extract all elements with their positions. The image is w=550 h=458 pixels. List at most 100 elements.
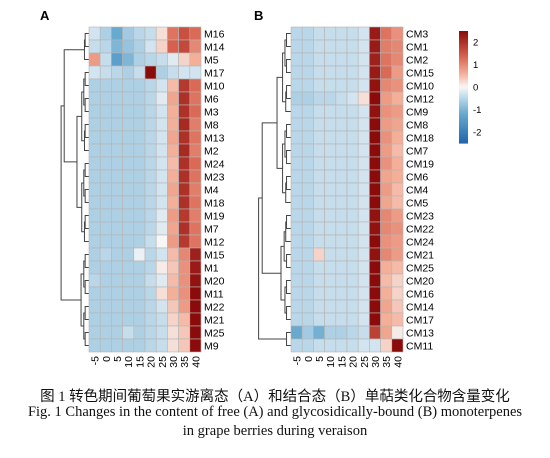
panel-b-cell-CM25-10	[324, 260, 337, 275]
panel-a-cell-M15-5	[111, 247, 123, 262]
panel-a-cell-M20-25	[155, 273, 168, 288]
panel-b-cell-CM17-25	[357, 312, 370, 327]
panel-a-cell-M4-35	[178, 182, 191, 197]
panel-a-cell-M18-35	[178, 195, 191, 210]
panel-b-cell-CM20-20	[346, 273, 359, 288]
panel-a-cell-M25-35	[178, 325, 191, 340]
colorbar-segment	[459, 73, 468, 77]
panel-a-row-label-M17: M17	[204, 68, 225, 80]
panel-a-cell-M15-35	[178, 247, 191, 262]
panel-a-cell-M22-20	[144, 299, 157, 314]
colorbar-segment	[459, 107, 468, 110]
panel-a-cell-M25--5	[88, 325, 101, 340]
panel-a-cell-M24-5	[111, 156, 123, 171]
panel-a-cell-M10-20	[144, 78, 157, 93]
panel-b-cell-CM13-35	[380, 325, 393, 340]
panel-b-cell-CM2-25	[357, 52, 370, 67]
panel-a-cell-M10-10	[122, 78, 135, 93]
panel-a-cell-M2-20	[144, 143, 157, 158]
panel-b-cell-CM6--5	[290, 169, 303, 184]
panel-a-cell-M19-40	[189, 208, 202, 223]
panel-a-cell-M16-25	[155, 26, 168, 41]
panel-a-cell-M25-5	[111, 325, 123, 340]
panel-b-cell-CM24-40	[391, 234, 404, 249]
panel-a-row-label-M11: M11	[204, 289, 224, 301]
panel-b-cell-CM1-0	[301, 39, 314, 54]
panel-a-cell-M7-5	[111, 221, 123, 236]
colorbar-segment	[459, 72, 468, 75]
panel-a-cell-M14-15	[133, 39, 146, 54]
panel-b-cell-CM19--5	[290, 156, 303, 171]
panel-b-row-label-CM2: CM2	[406, 55, 428, 67]
panel-b-cell-CM8-30	[369, 117, 381, 132]
panel-b-cell-CM22-25	[357, 221, 370, 236]
colorbar-segment	[459, 77, 468, 81]
colorbar-segment	[459, 124, 468, 127]
panel-a-row-label-M2: M2	[204, 146, 219, 158]
panel-a-cell-M6-20	[144, 91, 157, 106]
colorbar-segment	[459, 113, 468, 116]
panel-a-col-label-10: 10	[123, 356, 135, 368]
panel-a-cell-M11-0	[99, 286, 112, 301]
panel-b-cell-CM10-5	[313, 78, 325, 93]
panel-b-cell-CM14-35	[380, 299, 393, 314]
panel-b-cell-CM24-25	[357, 234, 370, 249]
colorbar-segment	[459, 59, 468, 62]
colorbar-segment	[459, 137, 468, 140]
panel-a-cell-M6-25	[155, 91, 168, 106]
panel-a-col-label-35: 35	[179, 356, 191, 368]
panel-a-cell-M18-20	[144, 195, 157, 210]
panel-b-cell-CM25-25	[357, 260, 370, 275]
panel-b-cell-CM20-0	[301, 273, 314, 288]
panel-a-cell-M17-10	[122, 65, 135, 80]
panel-b-cell-CM11-10	[324, 338, 337, 353]
panel-a-cell-M16-20	[144, 26, 157, 41]
panel-a-cell-M5-15	[133, 52, 146, 67]
panel-b-cell-CM12-0	[301, 91, 314, 106]
panel-a-cell-M5-30	[167, 52, 179, 67]
panel-a-cell-M17-5	[111, 65, 123, 80]
panel-a-cell-M9-30	[167, 338, 179, 353]
panel-a-cell-M12-15	[133, 234, 146, 249]
panel-b-cell-CM3-20	[346, 26, 359, 41]
panel-b-cell-CM17-35	[380, 312, 393, 327]
panel-a-cell-M12-5	[111, 234, 123, 249]
panel-b-cell-CM7-15	[335, 143, 348, 158]
panel-b-cell-CM14-20	[346, 299, 359, 314]
panel-a-cell-M1-10	[122, 260, 135, 275]
panel-b-cell-CM14-15	[335, 299, 348, 314]
panel-a-cell-M5-20	[144, 52, 157, 67]
panel-b-cell-CM25-40	[391, 260, 404, 275]
panel-b-col-label--5: -5	[292, 356, 304, 365]
panel-a-cell-M4-40	[189, 182, 202, 197]
caption-english-line2: in grape berries during veraison	[182, 423, 368, 439]
caption-chinese: 图 1 转色期间葡萄果实游离态（A）和结合态（B）单萜类化合物含量变化	[40, 389, 510, 405]
colorbar-segment	[459, 126, 468, 129]
panel-b-cell-CM7-10	[324, 143, 337, 158]
panel-a-cell-M11-30	[167, 286, 179, 301]
panel-a-cell-M19-20	[144, 208, 157, 223]
panel-a-cell-M21-0	[99, 312, 112, 327]
panel-b-cell-CM12-5	[313, 91, 325, 106]
panel-a-cell-M9-0	[99, 338, 112, 353]
caption-english-line1: Fig. 1 Changes in the content of free (A…	[27, 404, 523, 420]
panel-a-cell-M13-20	[144, 130, 157, 145]
panel-b-cell-CM14-10	[324, 299, 337, 314]
panel-a-cell-M4-15	[133, 182, 146, 197]
panel-a-cell-M24-10	[122, 156, 135, 171]
panel-a-cell-M16-5	[111, 26, 123, 41]
panel-a-cell-M8--5	[88, 117, 101, 132]
panel-b-cell-CM21-35	[380, 247, 393, 262]
panel-a-row-label-M8: M8	[204, 120, 219, 132]
panel-b-cell-CM17-15	[335, 312, 348, 327]
panel-a-cell-M8-35	[178, 117, 191, 132]
panel-a-cell-M21-40	[189, 312, 202, 327]
panel-b-cell-CM21-5	[313, 247, 325, 262]
panel-b-cell-CM25-20	[346, 260, 359, 275]
panel-a-cell-M9-40	[189, 338, 202, 353]
panel-b-cell-CM8-10	[324, 117, 337, 132]
panel-a-dendrogram	[60, 33, 89, 346]
panel-b-row-label-CM10: CM10	[406, 81, 434, 93]
panel-a-cell-M7-0	[99, 221, 112, 236]
panel-a-cell-M16-30	[167, 26, 179, 41]
